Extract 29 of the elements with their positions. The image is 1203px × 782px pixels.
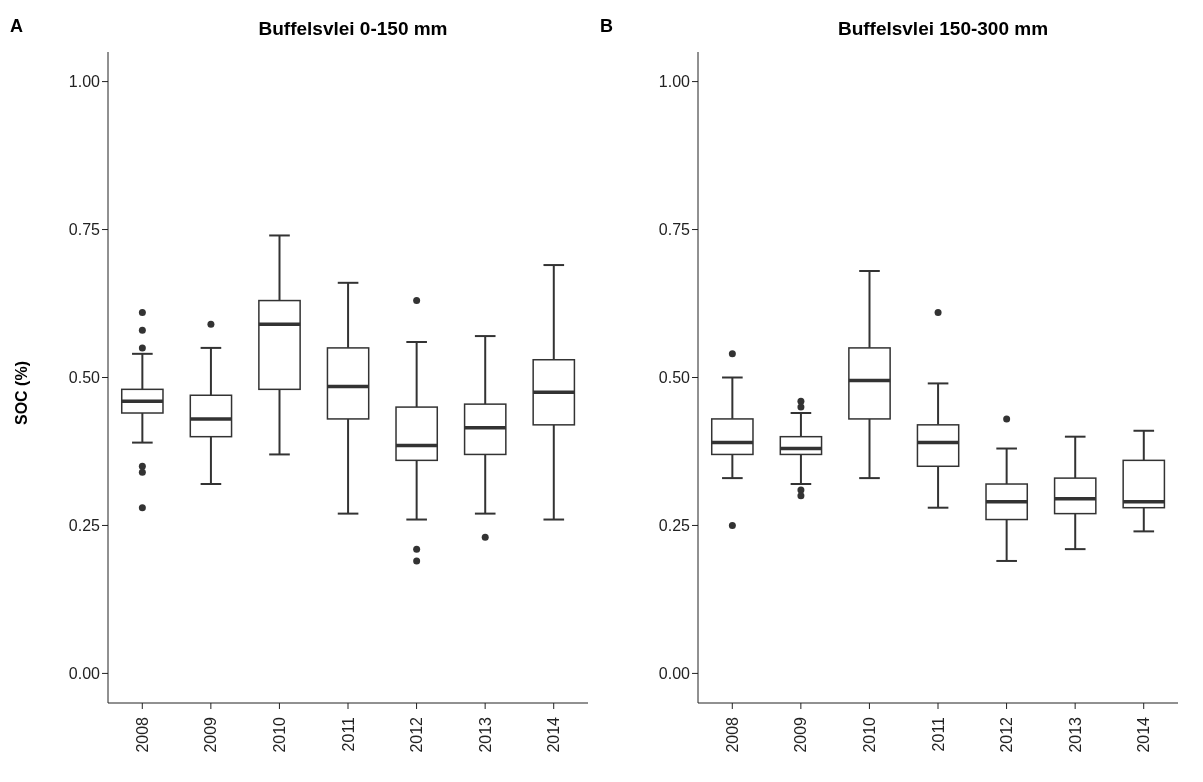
x-tick-label: 2010: [860, 716, 878, 753]
y-tick-label: 0.50: [68, 369, 101, 387]
x-tick-label: 2012: [998, 716, 1016, 753]
x-tick-label: 2013: [1066, 716, 1084, 753]
y-tick-label: 0.50: [658, 369, 691, 387]
x-tick-label: 2011: [339, 716, 357, 752]
y-tick-label: 0.25: [68, 517, 101, 535]
x-tick-label: 2009: [792, 716, 810, 753]
x-tick-label: 2010: [270, 716, 288, 753]
x-tick-label: 2012: [408, 716, 426, 753]
y-tick-label: 0.75: [68, 221, 101, 239]
chart-title: Buffelsvlei 0-150 mm: [257, 18, 449, 40]
x-tick-label: 2008: [133, 716, 151, 753]
chart-title: Buffelsvlei 150-300 mm: [836, 18, 1050, 40]
x-tick-label: 2014: [1135, 716, 1153, 753]
x-tick-label: 2013: [476, 716, 494, 753]
y-tick-label: 0.00: [658, 665, 691, 683]
x-tick-label: 2011: [929, 716, 947, 752]
y-tick-label: 0.75: [658, 221, 691, 239]
y-tick-label: 1.00: [658, 73, 691, 91]
text: B: [600, 16, 613, 37]
y-axis-title: SOC (%): [13, 361, 31, 425]
y-tick-label: 1.00: [68, 73, 101, 91]
y-tick-label: 0.00: [68, 665, 101, 683]
text: A: [10, 16, 23, 37]
x-tick-label: 2009: [202, 716, 220, 753]
x-tick-label: 2008: [723, 716, 741, 753]
x-tick-label: 2014: [545, 716, 563, 753]
y-tick-label: 0.25: [658, 517, 691, 535]
